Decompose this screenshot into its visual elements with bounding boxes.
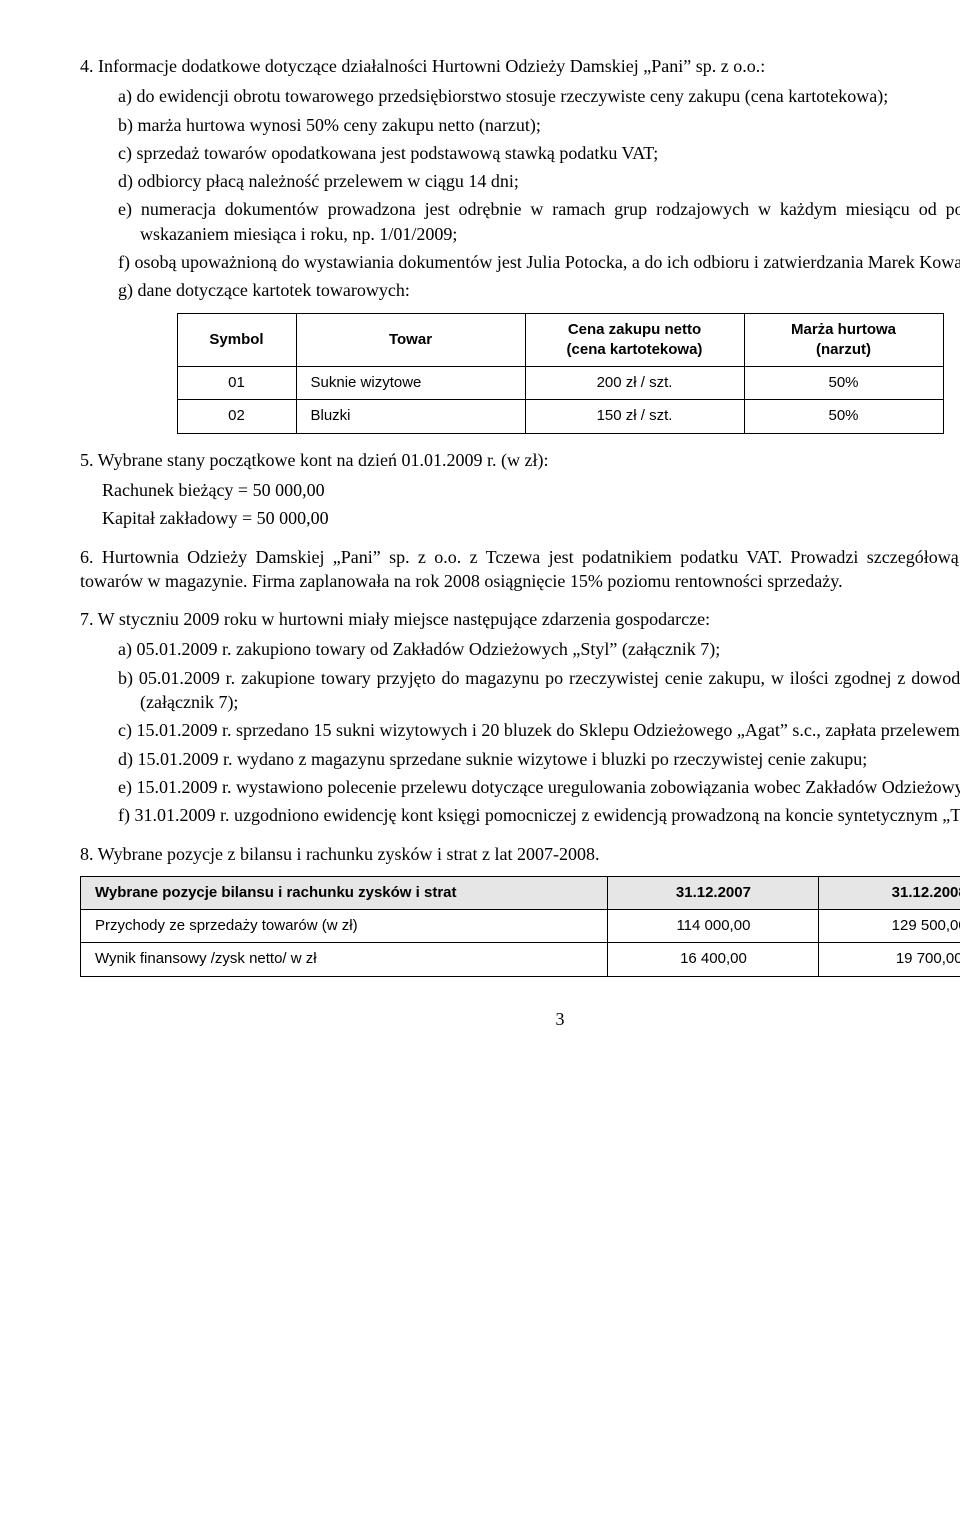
section7-list: a) 05.01.2009 r. zakupiono towary od Zak… bbox=[80, 637, 960, 827]
t2-r2c2: 16 400,00 bbox=[608, 943, 819, 976]
t2-r1c1: Przychody ze sprzedaży towarów (w zł) bbox=[81, 910, 608, 943]
section6: 6. Hurtownia Odzieży Damskiej „Pani” sp.… bbox=[80, 545, 960, 594]
table-kartoteki: Symbol Towar Cena zakupu netto (cena kar… bbox=[177, 313, 944, 434]
sec7-f: f) 31.01.2009 r. uzgodniono ewidencję ko… bbox=[118, 803, 960, 827]
table-row: 02 Bluzki 150 zł / szt. 50% bbox=[177, 400, 943, 433]
t1-h3: Cena zakupu netto (cena kartotekowa) bbox=[525, 313, 744, 367]
sec7-e: e) 15.01.2009 r. wystawiono polecenie pr… bbox=[118, 775, 960, 799]
sec4-f: f) osobą upoważnioną do wystawiania doku… bbox=[118, 250, 960, 274]
table-bilans: Wybrane pozycje bilansu i rachunku zyskó… bbox=[80, 876, 960, 977]
sec7-c: c) 15.01.2009 r. sprzedano 15 sukni wizy… bbox=[118, 718, 960, 742]
t1-h1: Symbol bbox=[177, 313, 296, 367]
section4-list: a) do ewidencji obrotu towarowego przeds… bbox=[80, 84, 960, 302]
t1-r2c2: Bluzki bbox=[296, 400, 525, 433]
sec7-a: a) 05.01.2009 r. zakupiono towary od Zak… bbox=[118, 637, 960, 661]
t2-r1c2: 114 000,00 bbox=[608, 910, 819, 943]
sec4-d: d) odbiorcy płacą należność przelewem w … bbox=[118, 169, 960, 193]
table-row: Symbol Towar Cena zakupu netto (cena kar… bbox=[177, 313, 943, 367]
table-row: 01 Suknie wizytowe 200 zł / szt. 50% bbox=[177, 367, 943, 400]
section8-head: 8. Wybrane pozycje z bilansu i rachunku … bbox=[80, 842, 960, 866]
t2-r2c3: 19 700,00 bbox=[819, 943, 960, 976]
t1-h2: Towar bbox=[296, 313, 525, 367]
t2-r1c3: 129 500,00 bbox=[819, 910, 960, 943]
sec4-e: e) numeracja dokumentów prowadzona jest … bbox=[118, 197, 960, 246]
table-row: Przychody ze sprzedaży towarów (w zł) 11… bbox=[81, 910, 960, 943]
t1-r1c3: 200 zł / szt. bbox=[525, 367, 744, 400]
t2-h1: Wybrane pozycje bilansu i rachunku zyskó… bbox=[81, 876, 608, 909]
sec4-g: g) dane dotyczące kartotek towarowych: bbox=[118, 278, 960, 302]
section7-head: 7. W styczniu 2009 roku w hurtowni miały… bbox=[80, 607, 960, 631]
t2-h3: 31.12.2008 bbox=[819, 876, 960, 909]
sec4-b: b) marża hurtowa wynosi 50% ceny zakupu … bbox=[118, 113, 960, 137]
sec5-l2: Kapitał zakładowy = 50 000,00 bbox=[80, 506, 960, 530]
sec4-a: a) do ewidencji obrotu towarowego przeds… bbox=[118, 84, 960, 108]
table-row: Wybrane pozycje bilansu i rachunku zyskó… bbox=[81, 876, 960, 909]
t1-r1c4: 50% bbox=[744, 367, 943, 400]
sec5-l1: Rachunek bieżący = 50 000,00 bbox=[80, 478, 960, 502]
t1-r2c3: 150 zł / szt. bbox=[525, 400, 744, 433]
page-number: 3 bbox=[80, 1007, 960, 1031]
t2-r2c1: Wynik finansowy /zysk netto/ w zł bbox=[81, 943, 608, 976]
t1-h4: Marża hurtowa (narzut) bbox=[744, 313, 943, 367]
t1-r1c1: 01 bbox=[177, 367, 296, 400]
t1-r2c1: 02 bbox=[177, 400, 296, 433]
sec4-c: c) sprzedaż towarów opodatkowana jest po… bbox=[118, 141, 960, 165]
sec7-b: b) 05.01.2009 r. zakupione towary przyję… bbox=[118, 666, 960, 715]
t1-r2c4: 50% bbox=[744, 400, 943, 433]
section4-head: 4. Informacje dodatkowe dotyczące działa… bbox=[80, 54, 960, 78]
section5-head: 5. Wybrane stany początkowe kont na dzie… bbox=[80, 448, 960, 472]
t1-r1c2: Suknie wizytowe bbox=[296, 367, 525, 400]
sec7-d: d) 15.01.2009 r. wydano z magazynu sprze… bbox=[118, 747, 960, 771]
table-row: Wynik finansowy /zysk netto/ w zł 16 400… bbox=[81, 943, 960, 976]
t2-h2: 31.12.2007 bbox=[608, 876, 819, 909]
